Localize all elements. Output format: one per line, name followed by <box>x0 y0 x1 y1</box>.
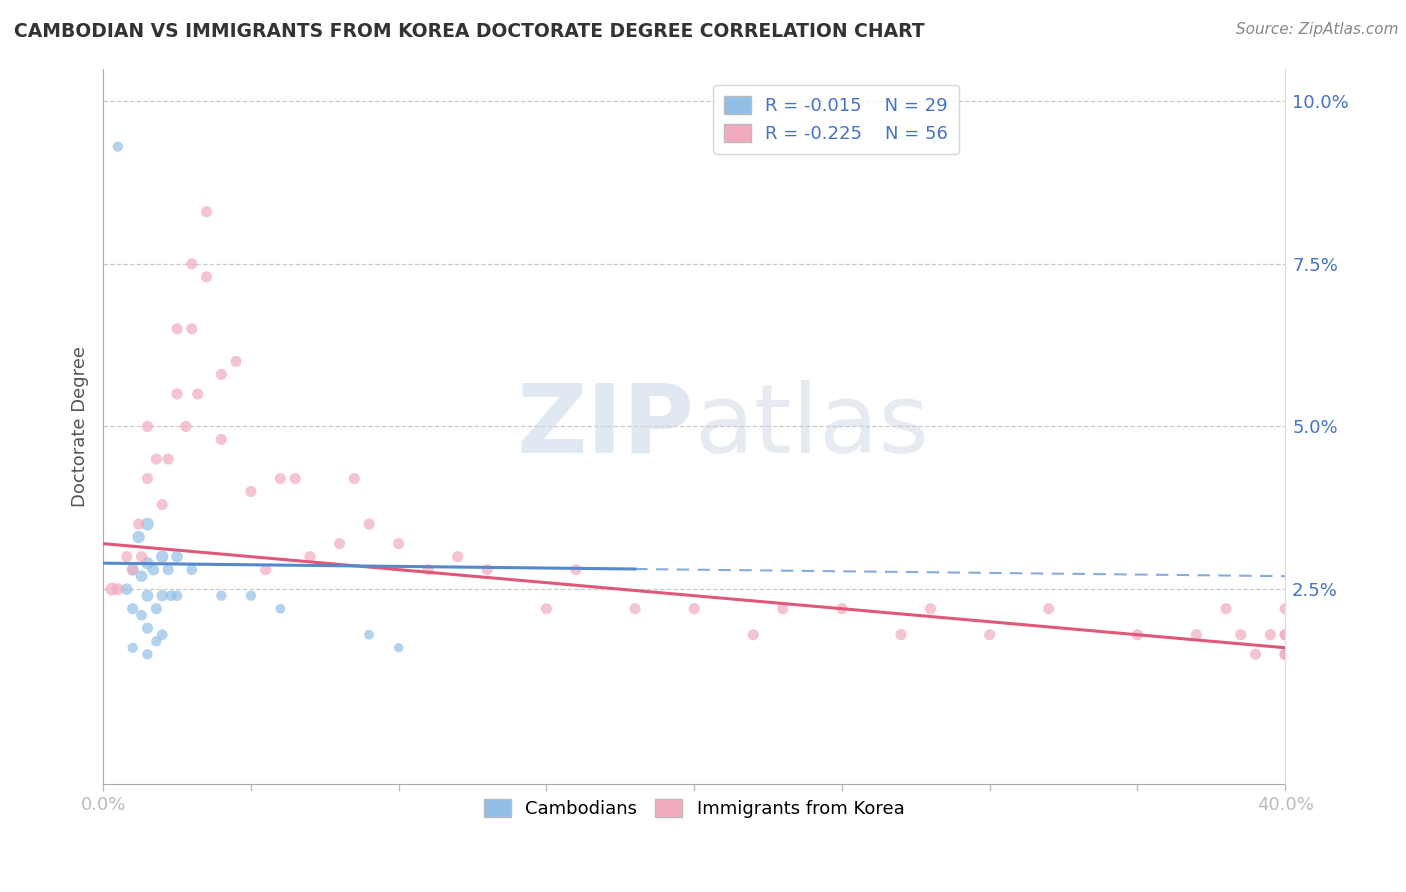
Point <box>1215 601 1237 615</box>
Point <box>269 471 291 485</box>
Point <box>166 387 188 401</box>
Point <box>624 601 647 615</box>
Text: CAMBODIAN VS IMMIGRANTS FROM KOREA DOCTORATE DEGREE CORRELATION CHART: CAMBODIAN VS IMMIGRANTS FROM KOREA DOCTO… <box>14 22 925 41</box>
Point <box>128 530 150 544</box>
Point <box>920 601 942 615</box>
Point <box>180 563 202 577</box>
Point <box>536 601 558 615</box>
Point <box>1260 628 1282 642</box>
Point <box>209 433 232 447</box>
Point <box>1230 628 1253 642</box>
Point <box>418 563 440 577</box>
Point <box>1185 628 1208 642</box>
Point <box>742 628 765 642</box>
Point <box>180 322 202 336</box>
Point <box>239 484 262 499</box>
Point <box>1274 647 1296 661</box>
Point <box>1274 628 1296 642</box>
Point <box>225 354 247 368</box>
Point <box>477 563 499 577</box>
Point <box>447 549 470 564</box>
Point <box>145 601 167 615</box>
Point <box>115 549 138 564</box>
Point <box>166 589 188 603</box>
Point <box>1274 601 1296 615</box>
Point <box>565 563 588 577</box>
Legend: Cambodians, Immigrants from Korea: Cambodians, Immigrants from Korea <box>477 792 911 825</box>
Point <box>772 601 794 615</box>
Text: ZIP: ZIP <box>516 380 695 473</box>
Point <box>359 628 381 642</box>
Point <box>1244 647 1267 661</box>
Point <box>107 139 129 153</box>
Point <box>115 582 138 597</box>
Point <box>195 269 218 284</box>
Point <box>136 471 159 485</box>
Point <box>121 563 143 577</box>
Point <box>131 569 153 583</box>
Point <box>145 452 167 467</box>
Point <box>388 536 411 550</box>
Point <box>343 471 366 485</box>
Point <box>298 549 321 564</box>
Point <box>136 419 159 434</box>
Text: atlas: atlas <box>695 380 929 473</box>
Point <box>107 582 129 597</box>
Point <box>131 608 153 623</box>
Point <box>121 601 143 615</box>
Point <box>180 257 202 271</box>
Point <box>157 452 180 467</box>
Point <box>166 322 188 336</box>
Point <box>150 628 173 642</box>
Point <box>979 628 1001 642</box>
Point <box>128 517 150 532</box>
Point <box>683 601 706 615</box>
Point <box>160 589 183 603</box>
Point <box>359 517 381 532</box>
Point <box>195 204 218 219</box>
Point <box>157 563 180 577</box>
Point <box>890 628 912 642</box>
Point <box>145 634 167 648</box>
Point <box>174 419 197 434</box>
Point <box>121 563 143 577</box>
Point <box>136 589 159 603</box>
Point <box>136 647 159 661</box>
Text: Source: ZipAtlas.com: Source: ZipAtlas.com <box>1236 22 1399 37</box>
Point <box>150 549 173 564</box>
Point <box>388 640 411 655</box>
Point <box>142 563 165 577</box>
Point <box>187 387 209 401</box>
Point <box>150 589 173 603</box>
Point <box>136 621 159 635</box>
Point <box>209 368 232 382</box>
Point <box>209 589 232 603</box>
Point <box>121 640 143 655</box>
Point <box>150 498 173 512</box>
Y-axis label: Doctorate Degree: Doctorate Degree <box>72 346 89 507</box>
Point <box>1038 601 1060 615</box>
Point <box>831 601 853 615</box>
Point <box>328 536 350 550</box>
Point <box>269 601 291 615</box>
Point <box>166 549 188 564</box>
Point <box>254 563 277 577</box>
Point <box>239 589 262 603</box>
Point <box>136 517 159 532</box>
Point <box>1126 628 1149 642</box>
Point <box>284 471 307 485</box>
Point <box>136 556 159 570</box>
Point <box>1274 628 1296 642</box>
Point <box>131 549 153 564</box>
Point <box>1274 647 1296 661</box>
Point <box>101 582 124 597</box>
